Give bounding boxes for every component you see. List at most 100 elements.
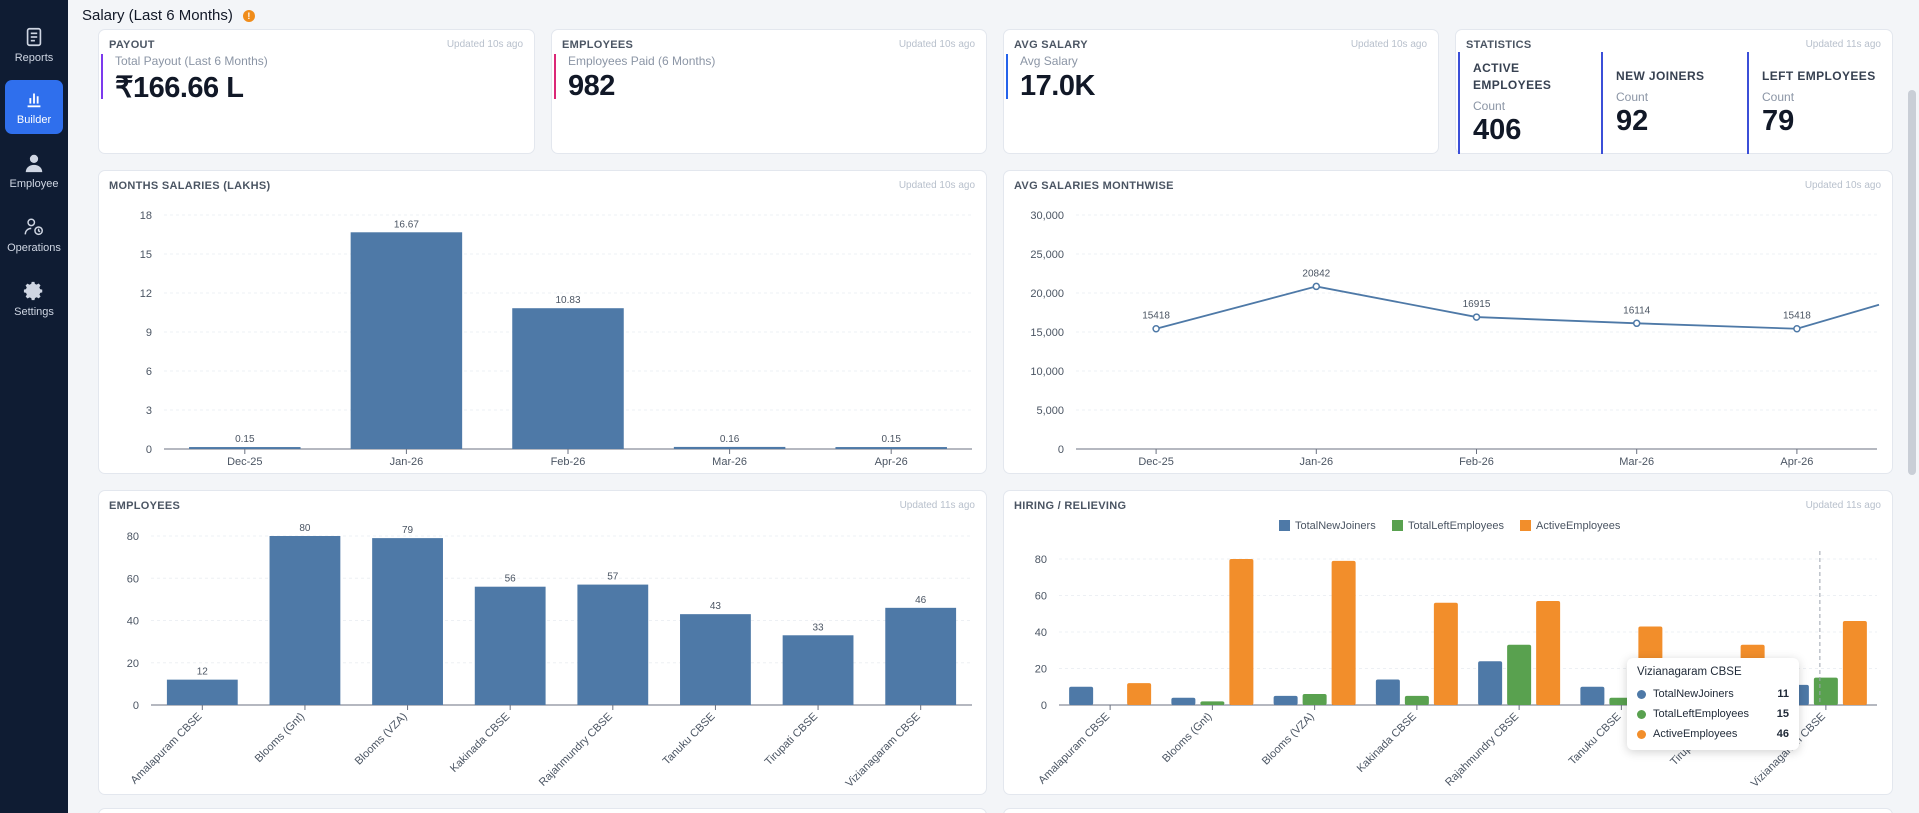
legend-label: TotalNewJoiners — [1295, 520, 1376, 532]
info-icon[interactable]: ! — [242, 9, 255, 22]
sidebar: Reports Builder Employee Operations Sett… — [0, 0, 68, 813]
y-tick-label: 15 — [140, 249, 152, 261]
x-tick-label: Dec-25 — [227, 456, 262, 468]
x-tick-label: Dec-25 — [1138, 456, 1173, 468]
bar — [1331, 560, 1356, 705]
card-title: PAYOUT — [109, 39, 155, 51]
data-label: 0.15 — [235, 434, 255, 445]
data-point — [1793, 324, 1801, 333]
bar — [680, 614, 751, 705]
kpi-subtitle: Total Payout (Last 6 Months) — [115, 54, 268, 68]
x-tick-label: Jan-26 — [1299, 456, 1333, 468]
payout-card: PAYOUT Updated 10s ago Total Payout (Las… — [98, 29, 535, 154]
bar — [474, 586, 546, 705]
data-label: 56 — [505, 574, 517, 585]
gear-icon — [23, 281, 43, 301]
bar — [1404, 695, 1429, 705]
legend-dot — [1637, 709, 1646, 719]
y-tick-label: 0 — [133, 700, 139, 712]
bar — [189, 447, 301, 449]
updated-text: Updated 10s ago — [1350, 39, 1427, 50]
tooltip-series-value: 46 — [1776, 728, 1789, 740]
stat-subtitle: Count — [1616, 90, 1649, 104]
avg-salaries-chart: 0 5,000 10,000 15,000 20,000 25,000 30,000 Dec-… — [1030, 210, 1880, 468]
tooltip-series-value: 11 — [1777, 688, 1789, 700]
y-tick-label: 40 — [127, 616, 139, 628]
y-tick-label: 60 — [1035, 591, 1047, 603]
stat-new-joiners: NEW JOINERS Count 92 — [1601, 52, 1741, 154]
kpi-value: 17.0K — [1020, 70, 1095, 102]
next-card-right — [1003, 808, 1893, 813]
sidebar-item-operations[interactable]: Operations — [5, 208, 63, 262]
sidebar-item-employee[interactable]: Employee — [5, 144, 63, 198]
bar — [835, 447, 947, 449]
bar — [1069, 686, 1094, 705]
sidebar-item-label: Reports — [14, 52, 54, 64]
x-tick-label: Mar-26 — [712, 456, 747, 468]
updated-text: Updated 10s ago — [898, 180, 975, 191]
tooltip-row: TotalLeftEmployees 15 — [1637, 704, 1789, 724]
sidebar-item-reports[interactable]: Reports — [5, 18, 63, 72]
updated-text: Updated 11s ago — [899, 500, 975, 511]
series-line — [1155, 285, 1880, 330]
bar — [1536, 600, 1561, 705]
page-title: Salary (Last 6 Months) ! — [82, 7, 255, 24]
x-tick-label: Apr-26 — [1780, 456, 1813, 468]
card-title: HIRING / RELIEVING — [1014, 500, 1127, 512]
avg-salary-card: AVG SALARY Updated 10s ago Avg Salary 17… — [1003, 29, 1439, 154]
stat-value: 92 — [1616, 105, 1649, 137]
statistics-card: STATISTICS Updated 11s ago ACTIVE EMPLOY… — [1455, 29, 1893, 154]
reports-icon — [26, 27, 42, 47]
card-title: EMPLOYEES — [562, 39, 634, 51]
kpi-block: Avg Salary 17.0K — [1006, 54, 1095, 102]
updated-text: Updated 10s ago — [446, 39, 523, 50]
card-title: AVG SALARY — [1014, 39, 1088, 51]
y-tick-label: 0 — [146, 444, 152, 456]
tooltip-series-name: ActiveEmployees — [1653, 728, 1738, 740]
tooltip-title: Vizianagaram CBSE — [1637, 666, 1742, 678]
sidebar-item-builder[interactable]: Builder — [5, 80, 63, 134]
x-tick-label: Blooms (VZA) — [1260, 711, 1317, 768]
y-tick-label: 18 — [140, 210, 152, 222]
y-tick-label: 40 — [1035, 627, 1047, 639]
updated-text: Updated 10s ago — [1804, 180, 1881, 191]
legend-dot — [1637, 729, 1646, 739]
x-tick-label: Rajahmundry CBSE — [537, 711, 615, 789]
y-tick-label: 9 — [146, 327, 152, 339]
legend-label: ActiveEmployees — [1536, 520, 1621, 532]
bar — [350, 232, 463, 449]
y-tick-label: 0 — [1058, 444, 1064, 456]
x-tick-label: Jan-26 — [390, 456, 424, 468]
page-scrollbar[interactable] — [1908, 90, 1916, 475]
data-label: 57 — [607, 572, 619, 583]
data-label: 15418 — [1783, 311, 1811, 322]
data-label: 12 — [197, 667, 209, 678]
sidebar-item-label: Operations — [7, 242, 61, 254]
y-tick-label: 0 — [1041, 700, 1047, 712]
data-label: 15418 — [1142, 311, 1170, 322]
data-label: 0.16 — [720, 434, 740, 445]
sidebar-item-label: Employee — [9, 178, 59, 190]
y-tick-label: 5,000 — [1036, 405, 1064, 417]
bar — [1229, 559, 1254, 705]
data-label: 43 — [710, 601, 722, 612]
bar — [782, 635, 854, 705]
x-tick-label: Feb-26 — [551, 456, 586, 468]
legend-swatch — [1279, 520, 1290, 531]
bar — [1273, 695, 1298, 705]
kpi-value: ₹166.66 L — [115, 72, 244, 104]
hiring-relieving-chart: 0 20 40 60 80 TotalNewJoiners TotalLeftEmploye… — [1035, 520, 1877, 790]
y-tick-label: 60 — [127, 573, 139, 585]
bar — [269, 536, 341, 705]
bar — [1375, 679, 1400, 705]
kpi-subtitle: Employees Paid (6 Months) — [568, 54, 716, 68]
stat-left-employees: LEFT EMPLOYEES Count 79 — [1747, 52, 1887, 154]
sidebar-item-settings[interactable]: Settings — [5, 272, 63, 326]
data-label: 33 — [813, 622, 825, 633]
card-title: STATISTICS — [1466, 39, 1532, 51]
x-tick-label: Tirupati CBSE — [763, 711, 820, 768]
kpi-subtitle: Avg Salary — [1020, 54, 1078, 68]
y-tick-label: 80 — [127, 531, 139, 543]
data-label: 20842 — [1302, 268, 1330, 279]
employees-kpi-card: EMPLOYEES Updated 10s ago Employees Paid… — [551, 29, 987, 154]
